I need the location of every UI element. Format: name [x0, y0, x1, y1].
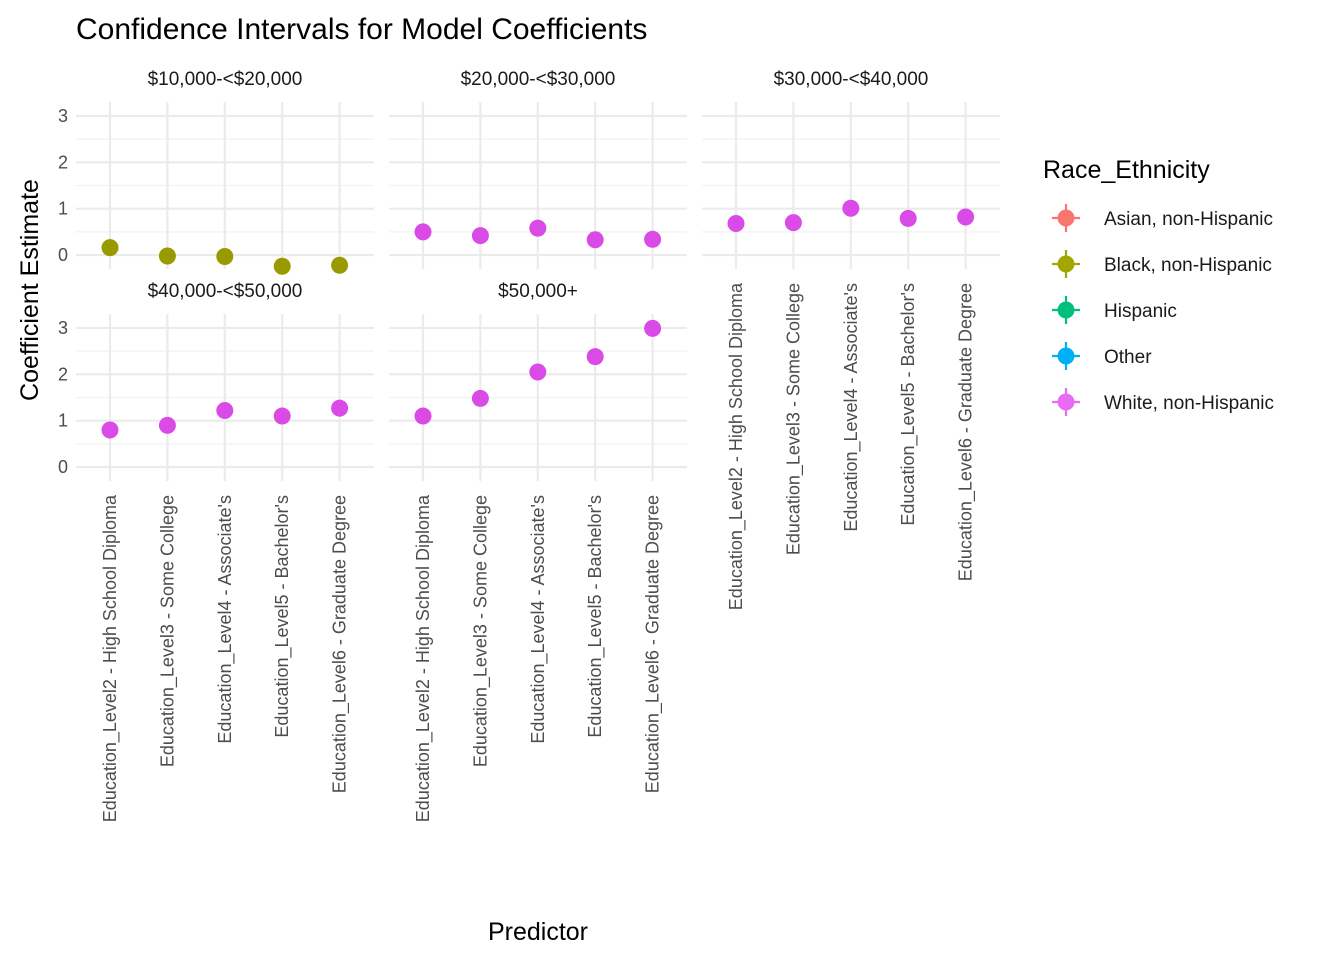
- facet-strip-label: $30,000-<$40,000: [774, 69, 929, 90]
- data-point: [101, 239, 119, 257]
- legend-entry: Black, non-Hispanic: [1052, 250, 1272, 278]
- x-tick-label: Education_Level2 - High School Diploma: [726, 282, 747, 610]
- facet-panels: $10,000-<$20,000 0 1 2 3 $20,000-<$30,000 $30,…: [58, 69, 1000, 822]
- x-tick-label: Education_Level5 - Bachelor's: [272, 495, 293, 738]
- legend-key-point: [1057, 393, 1075, 411]
- facet-strip-label: $50,000+: [498, 281, 578, 302]
- legend-items: Asian, non-Hispanic Black, non-Hispanic Hi…: [1052, 204, 1274, 416]
- data-point: [899, 209, 917, 227]
- x-tick-label: Education_Level6 - Graduate Degree: [643, 495, 664, 793]
- facet-strip-label: $10,000-<$20,000: [148, 69, 303, 90]
- legend-label: Other: [1104, 347, 1152, 368]
- data-point: [644, 319, 662, 337]
- data-point: [216, 247, 234, 265]
- y-tick-label: 2: [58, 364, 68, 384]
- data-point: [273, 257, 291, 275]
- x-tick-label: Education_Level6 - Graduate Degree: [956, 283, 977, 581]
- facet-panel: $20,000-<$30,000: [389, 69, 687, 269]
- data-point: [414, 407, 432, 425]
- data-point: [273, 407, 291, 425]
- y-tick-label: 1: [58, 411, 68, 431]
- chart-title: Confidence Intervals for Model Coefficie…: [76, 13, 647, 46]
- data-point: [216, 401, 234, 419]
- data-point: [529, 219, 547, 237]
- data-point: [331, 399, 349, 417]
- y-axis-title: Coefficient Estimate: [16, 179, 44, 401]
- x-tick-label: Education_Level4 - Associate's: [841, 283, 862, 532]
- legend-entry: Other: [1052, 342, 1152, 370]
- y-tick-label: 3: [58, 106, 68, 126]
- x-axis-title: Predictor: [488, 918, 588, 946]
- legend-title: Race_Ethnicity: [1043, 156, 1210, 184]
- data-point: [471, 389, 489, 407]
- data-point: [957, 208, 975, 226]
- facet-panel: $50,000+ Education_Level2 - High School D…: [389, 281, 687, 822]
- legend-key-point: [1057, 209, 1075, 227]
- data-point: [158, 247, 176, 265]
- y-tick-label: 3: [58, 318, 68, 338]
- x-tick-label: Education_Level4 - Associate's: [215, 495, 236, 744]
- data-point: [586, 348, 604, 366]
- facet-strip-label: $20,000-<$30,000: [461, 69, 616, 90]
- data-point: [158, 416, 176, 434]
- legend-entry: White, non-Hispanic: [1052, 388, 1274, 416]
- data-point: [842, 199, 860, 217]
- legend-key-point: [1057, 301, 1075, 319]
- data-point: [529, 363, 547, 381]
- data-point: [784, 214, 802, 232]
- data-point: [727, 215, 745, 233]
- x-tick-label: Education_Level4 - Associate's: [528, 495, 549, 744]
- legend-entry: Hispanic: [1052, 296, 1177, 324]
- data-point: [471, 227, 489, 245]
- x-tick-label: Education_Level3 - Some College: [783, 283, 804, 555]
- legend-entry: Asian, non-Hispanic: [1052, 204, 1273, 232]
- facet-panel: $30,000-<$40,000 Education_Level2 - High …: [702, 69, 1000, 610]
- legend-key-point: [1057, 255, 1075, 273]
- x-tick-label: Education_Level6 - Graduate Degree: [330, 495, 351, 793]
- legend: Race_Ethnicity Asian, non-Hispanic Black,…: [1043, 156, 1274, 416]
- facet-panel: $10,000-<$20,000 0 1 2 3: [58, 69, 374, 275]
- x-tick-label: Education_Level5 - Bachelor's: [898, 283, 919, 526]
- legend-label: Hispanic: [1104, 301, 1177, 322]
- legend-label: White, non-Hispanic: [1104, 393, 1274, 414]
- x-tick-label: Education_Level5 - Bachelor's: [585, 495, 606, 738]
- data-point: [331, 256, 349, 274]
- legend-key-point: [1057, 347, 1075, 365]
- facet-panel: $40,000-<$50,000 0 1 2 3 Education_Level2 - H…: [58, 281, 374, 822]
- y-tick-label: 0: [58, 245, 68, 265]
- legend-label: Asian, non-Hispanic: [1104, 209, 1273, 230]
- x-tick-label: Education_Level2 - High School Diploma: [100, 494, 121, 822]
- facet-strip-label: $40,000-<$50,000: [148, 281, 303, 302]
- data-point: [414, 223, 432, 241]
- x-tick-label: Education_Level3 - Some College: [470, 495, 491, 767]
- legend-label: Black, non-Hispanic: [1104, 255, 1272, 276]
- data-point: [644, 230, 662, 248]
- y-tick-label: 1: [58, 199, 68, 219]
- data-point: [101, 421, 119, 439]
- y-tick-label: 2: [58, 152, 68, 172]
- y-tick-label: 0: [58, 457, 68, 477]
- x-tick-label: Education_Level2 - High School Diploma: [413, 494, 434, 822]
- data-point: [586, 231, 604, 249]
- x-tick-label: Education_Level3 - Some College: [157, 495, 178, 767]
